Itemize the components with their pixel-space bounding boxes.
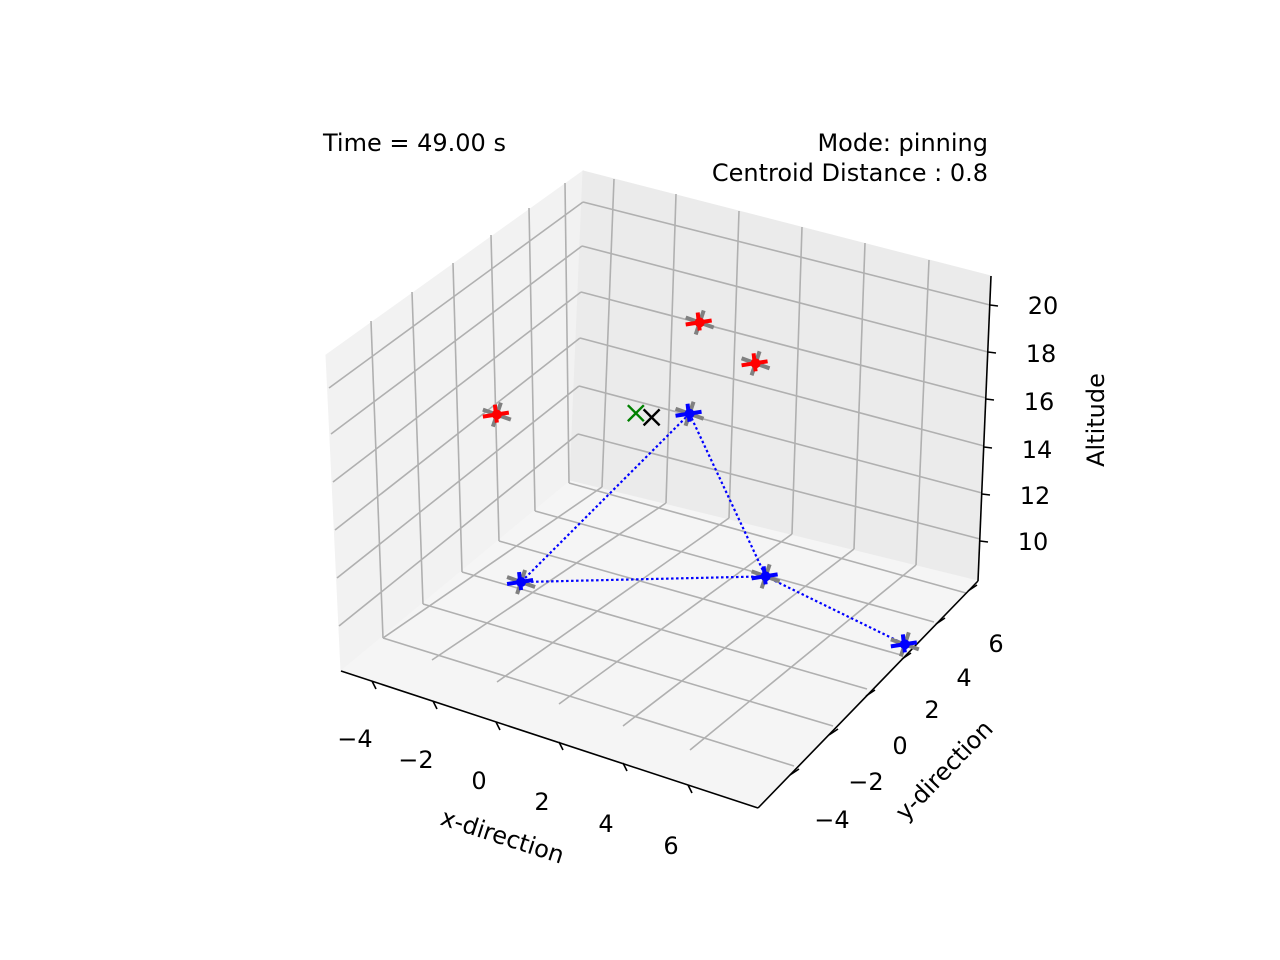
grid-line xyxy=(578,385,983,494)
z-axis-line xyxy=(977,275,992,582)
time-annotation: Time = 49.00 s xyxy=(322,129,506,157)
grid-line xyxy=(577,433,981,540)
grid-line xyxy=(498,540,902,656)
plot-marks xyxy=(482,309,920,657)
grid-line xyxy=(338,433,579,627)
grid-line xyxy=(568,482,967,594)
grid-line xyxy=(579,337,985,447)
z-tick-label: 16 xyxy=(1024,388,1055,416)
x-tick-label: −4 xyxy=(337,725,372,753)
agent-drone-marker xyxy=(760,571,771,582)
grid-line xyxy=(558,533,793,705)
z-tick xyxy=(987,351,997,354)
z-tick-label: 14 xyxy=(1022,436,1053,464)
gridlines xyxy=(328,178,991,767)
x-tick xyxy=(622,762,628,772)
grid-line xyxy=(422,603,834,727)
x-tick-label: 2 xyxy=(534,788,549,816)
grid-line xyxy=(791,226,803,535)
z-tick xyxy=(983,446,993,449)
z-tick-label: 20 xyxy=(1028,292,1059,320)
z-tick xyxy=(979,540,989,543)
z-tick xyxy=(989,304,999,307)
grid-line xyxy=(490,234,500,542)
agent-drone-marker xyxy=(684,408,695,419)
z-axis-label: Altitude xyxy=(1082,373,1110,467)
grid-line xyxy=(728,210,740,519)
grid-line xyxy=(334,337,581,531)
z-tick-label: 10 xyxy=(1018,528,1049,556)
grid-line xyxy=(382,486,603,639)
grid-line xyxy=(461,571,868,690)
grid-line xyxy=(580,291,987,399)
grid-line xyxy=(581,245,989,353)
y-tick xyxy=(865,689,876,697)
x-tick-label: 0 xyxy=(471,767,486,795)
y-tick-label: −4 xyxy=(814,806,849,834)
y-tick xyxy=(967,584,978,592)
x-tick xyxy=(558,741,564,751)
grid-line xyxy=(582,201,991,306)
agent-drone-marker xyxy=(516,577,527,588)
y-tick xyxy=(901,652,912,660)
x-tick-label: 4 xyxy=(598,810,613,838)
agent-link xyxy=(521,575,766,584)
grid-line xyxy=(853,242,866,550)
z-tick xyxy=(981,493,991,496)
x-tick xyxy=(432,700,438,710)
grid-line xyxy=(496,517,730,683)
x-tick-label: −2 xyxy=(398,746,433,774)
x-tick xyxy=(687,784,693,794)
grid-line xyxy=(622,548,855,727)
grid-line xyxy=(689,564,917,751)
y-tick-label: 2 xyxy=(924,696,939,724)
grid-line xyxy=(528,207,536,512)
y-tick xyxy=(789,768,800,776)
y-tick xyxy=(935,617,946,625)
y-tick-label: −2 xyxy=(848,768,883,796)
y-tick-labels: −4 −2 0 2 4 6 xyxy=(814,630,1003,834)
grid-line xyxy=(336,385,580,579)
x-tick xyxy=(495,721,501,731)
z-tick-label: 18 xyxy=(1026,340,1057,368)
grid-line xyxy=(564,182,570,484)
target-drone-marker xyxy=(694,317,705,328)
grid-line xyxy=(332,291,582,483)
grid-line xyxy=(382,637,795,767)
agent-link xyxy=(765,575,906,646)
grid-line xyxy=(328,201,584,389)
centroid-x-marker xyxy=(626,404,645,423)
grid-line xyxy=(665,193,677,504)
y-tick-label: 4 xyxy=(956,664,971,692)
x-tick xyxy=(371,680,377,690)
y-tick xyxy=(828,728,839,736)
x-tick-label: 6 xyxy=(663,832,678,860)
z-tick-labels: 10 12 14 16 18 20 xyxy=(1018,292,1059,556)
agent-drone-marker xyxy=(899,639,910,650)
x-tick-labels: −4 −2 0 2 4 6 xyxy=(337,725,678,860)
grid-line xyxy=(330,245,583,435)
target-drone-marker xyxy=(750,358,761,369)
y-tick-label: 6 xyxy=(988,630,1003,658)
axis-lines xyxy=(340,275,999,809)
z-tick-label: 12 xyxy=(1020,482,1051,510)
grid-line xyxy=(411,291,424,605)
grid-line xyxy=(601,178,615,488)
centroid-distance-annotation: Centroid Distance : 0.8 xyxy=(712,159,988,187)
grid-line xyxy=(915,259,930,566)
grid-line xyxy=(452,262,463,573)
y-tick-label: 0 xyxy=(892,732,907,760)
grid-line xyxy=(431,502,667,661)
grid-line xyxy=(534,510,935,623)
target-drone-marker xyxy=(491,409,502,420)
grid-line xyxy=(370,320,384,639)
axes-panes xyxy=(325,169,992,809)
mode-annotation: Mode: pinning xyxy=(817,129,988,157)
target-centroid-x-marker xyxy=(642,408,661,427)
z-tick xyxy=(985,398,995,401)
